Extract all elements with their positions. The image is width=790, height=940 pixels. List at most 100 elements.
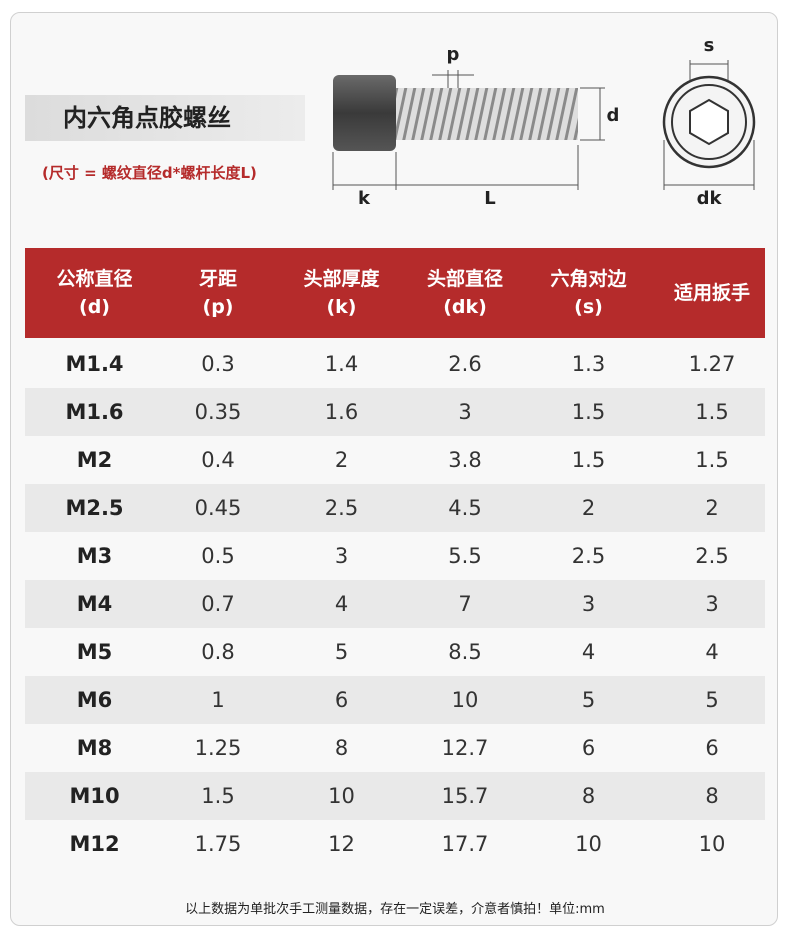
value-cell: 0.8 xyxy=(201,640,235,664)
value-cell: 3 xyxy=(705,592,719,616)
value-cell: 2.5 xyxy=(324,496,359,520)
column-header-line: 适用扳手 xyxy=(673,282,750,304)
value-cell: 1 xyxy=(211,688,225,712)
column-header-line: 头部直径 xyxy=(426,268,503,290)
table-row: M5 0.8 5 8.5 4 4 xyxy=(25,628,765,676)
value-cell: 6 xyxy=(581,736,596,760)
label-s: s xyxy=(704,35,715,56)
value-cell: 3 xyxy=(334,544,349,568)
value-cell: 15.7 xyxy=(441,784,489,808)
label-p: p xyxy=(447,44,460,65)
size-cell: M2 xyxy=(76,448,113,472)
column-header-line: 牙距 xyxy=(198,268,237,290)
value-cell: 2.6 xyxy=(448,352,482,376)
column-header-line: (d) xyxy=(79,296,110,318)
value-cell: 12.7 xyxy=(441,736,489,760)
column-header: 牙距 (p) xyxy=(157,248,280,338)
table-row: M10 1.5 10 15.7 8 8 xyxy=(25,772,765,820)
value-cell: 3 xyxy=(458,400,472,424)
value-cell: 1.6 xyxy=(324,400,359,424)
value-cell: 0.35 xyxy=(194,400,242,424)
table-row: M2 0.4 2 3.8 1.5 1.5 xyxy=(25,436,765,484)
hex-socket xyxy=(689,98,729,146)
column-header-line: 公称直径 xyxy=(56,268,133,290)
value-cell: 2.5 xyxy=(695,544,729,568)
value-cell: 1.4 xyxy=(324,352,359,376)
column-header-line: (s) xyxy=(574,296,603,318)
value-cell: 1.5 xyxy=(571,448,606,472)
column-header: 六角对边 (s) xyxy=(527,248,650,338)
value-cell: 3 xyxy=(581,592,596,616)
column-header: 适用扳手 xyxy=(651,248,774,338)
value-cell: 8.5 xyxy=(448,640,482,664)
table-row: M12 1.75 12 17.7 10 10 xyxy=(25,820,765,868)
column-header-line: (dk) xyxy=(443,296,487,318)
value-cell: 5 xyxy=(705,688,719,712)
value-cell: 8 xyxy=(705,784,719,808)
value-cell: 17.7 xyxy=(441,832,489,856)
value-cell: 0.3 xyxy=(201,352,235,376)
value-cell: 2 xyxy=(334,448,349,472)
value-cell: 4 xyxy=(334,592,349,616)
head-inner xyxy=(671,84,747,160)
value-cell: 6 xyxy=(334,688,349,712)
size-cell: M6 xyxy=(76,688,113,712)
column-header: 头部直径 (dk) xyxy=(404,248,527,338)
table-row: M4 0.7 4 7 3 3 xyxy=(25,580,765,628)
column-header-line: (k) xyxy=(326,296,357,318)
value-cell: 1.5 xyxy=(695,448,729,472)
size-cell: M5 xyxy=(76,640,113,664)
column-header: 公称直径 (d) xyxy=(33,248,156,338)
value-cell: 1.75 xyxy=(194,832,242,856)
label-k: k xyxy=(358,188,371,209)
value-cell: 1.25 xyxy=(194,736,242,760)
table-header: 公称直径 (d) 牙距 (p) 头部厚度 (k) 头部直径 (dk) 六角对边 (s) 适用扳手 xyxy=(25,248,765,338)
size-cell: M4 xyxy=(76,592,113,616)
size-cell: M2.5 xyxy=(65,496,124,520)
label-dk: dk xyxy=(697,188,723,209)
value-cell: 10 xyxy=(698,832,726,856)
value-cell: 0.45 xyxy=(194,496,242,520)
column-header-line: 六角对边 xyxy=(550,268,627,290)
value-cell: 1.3 xyxy=(571,352,606,376)
size-cell: M10 xyxy=(69,784,120,808)
value-cell: 0.7 xyxy=(201,592,235,616)
table-row: M3 0.5 3 5.5 2.5 2.5 xyxy=(25,532,765,580)
value-cell: 4 xyxy=(581,640,596,664)
value-cell: 6 xyxy=(705,736,719,760)
value-cell: 0.5 xyxy=(201,544,235,568)
value-cell: 10 xyxy=(575,832,602,856)
value-cell: 1.5 xyxy=(695,400,729,424)
dimension-lines xyxy=(332,60,755,190)
screw-diagram: p d k L s dk xyxy=(332,35,756,209)
value-cell: 2 xyxy=(581,496,596,520)
size-cell: M3 xyxy=(76,544,113,568)
size-cell: M12 xyxy=(69,832,120,856)
value-cell: 5.5 xyxy=(448,544,482,568)
column-header: 头部厚度 (k) xyxy=(280,248,403,338)
value-cell: 12 xyxy=(328,832,355,856)
subtitle: (尺寸 = 螺纹直径d*螺杆长度L) xyxy=(42,164,257,182)
value-cell: 10 xyxy=(328,784,355,808)
value-cell: 1.27 xyxy=(688,352,736,376)
table-row: M1.6 0.35 1.6 3 1.5 1.5 xyxy=(25,388,765,436)
table-row: M6 1 6 10 5 5 xyxy=(25,676,765,724)
value-cell: 2.5 xyxy=(571,544,606,568)
value-cell: 10 xyxy=(451,688,479,712)
label-L: L xyxy=(484,188,495,209)
value-cell: 5 xyxy=(334,640,349,664)
value-cell: 2 xyxy=(705,496,719,520)
value-cell: 1.5 xyxy=(571,400,606,424)
table-row: M8 1.25 8 12.7 6 6 xyxy=(25,724,765,772)
screw-head xyxy=(333,75,396,151)
size-cell: M1.6 xyxy=(65,400,124,424)
value-cell: 8 xyxy=(334,736,349,760)
title: 内六角点胶螺丝 xyxy=(25,95,305,141)
table-row: M1.4 0.3 1.4 2.6 1.3 1.27 xyxy=(25,340,765,388)
column-header-line: 头部厚度 xyxy=(303,268,380,290)
label-d: d xyxy=(607,105,620,126)
value-cell: 3.8 xyxy=(448,448,482,472)
value-cell: 5 xyxy=(581,688,596,712)
value-cell: 1.5 xyxy=(201,784,235,808)
